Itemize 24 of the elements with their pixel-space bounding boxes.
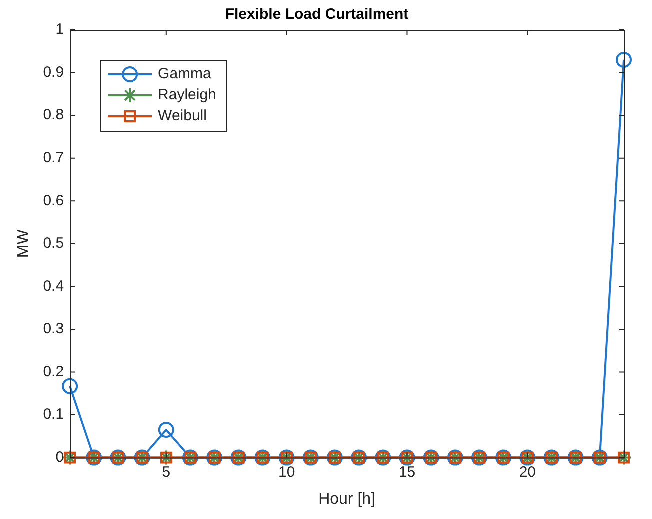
y-tick-label: 0.5 bbox=[43, 235, 64, 252]
y-tick-label: 0.4 bbox=[43, 278, 64, 295]
point bbox=[62, 378, 78, 394]
x-axis-title: Hour [h] bbox=[318, 490, 376, 508]
y-tick-label: 1 bbox=[56, 21, 64, 38]
x-tick-label: 15 bbox=[398, 464, 416, 481]
x-tick-label: 10 bbox=[278, 464, 296, 481]
y-tick-label: 0.3 bbox=[43, 320, 64, 338]
legend-label: Weibull bbox=[158, 108, 207, 125]
y-tick-label: 0.8 bbox=[43, 106, 64, 124]
point bbox=[616, 52, 632, 68]
y-tick-label: 0 bbox=[56, 448, 64, 466]
y-tick-label: 0.6 bbox=[43, 192, 64, 210]
x-tick-label: 5 bbox=[162, 464, 171, 481]
chart-title: Flexible Load Curtailment bbox=[225, 6, 409, 24]
y-tick-label: 0.2 bbox=[43, 363, 64, 380]
legend-label: Rayleigh bbox=[158, 86, 216, 104]
y-tick-label: 0.9 bbox=[43, 64, 64, 81]
y-axis-title: MW bbox=[15, 228, 32, 258]
point bbox=[158, 422, 174, 438]
x-tick-label: 20 bbox=[519, 464, 536, 481]
y-tick-label: 0.7 bbox=[43, 149, 64, 166]
legend-label: Gamma bbox=[158, 66, 212, 83]
y-tick-label: 0.1 bbox=[43, 406, 64, 424]
